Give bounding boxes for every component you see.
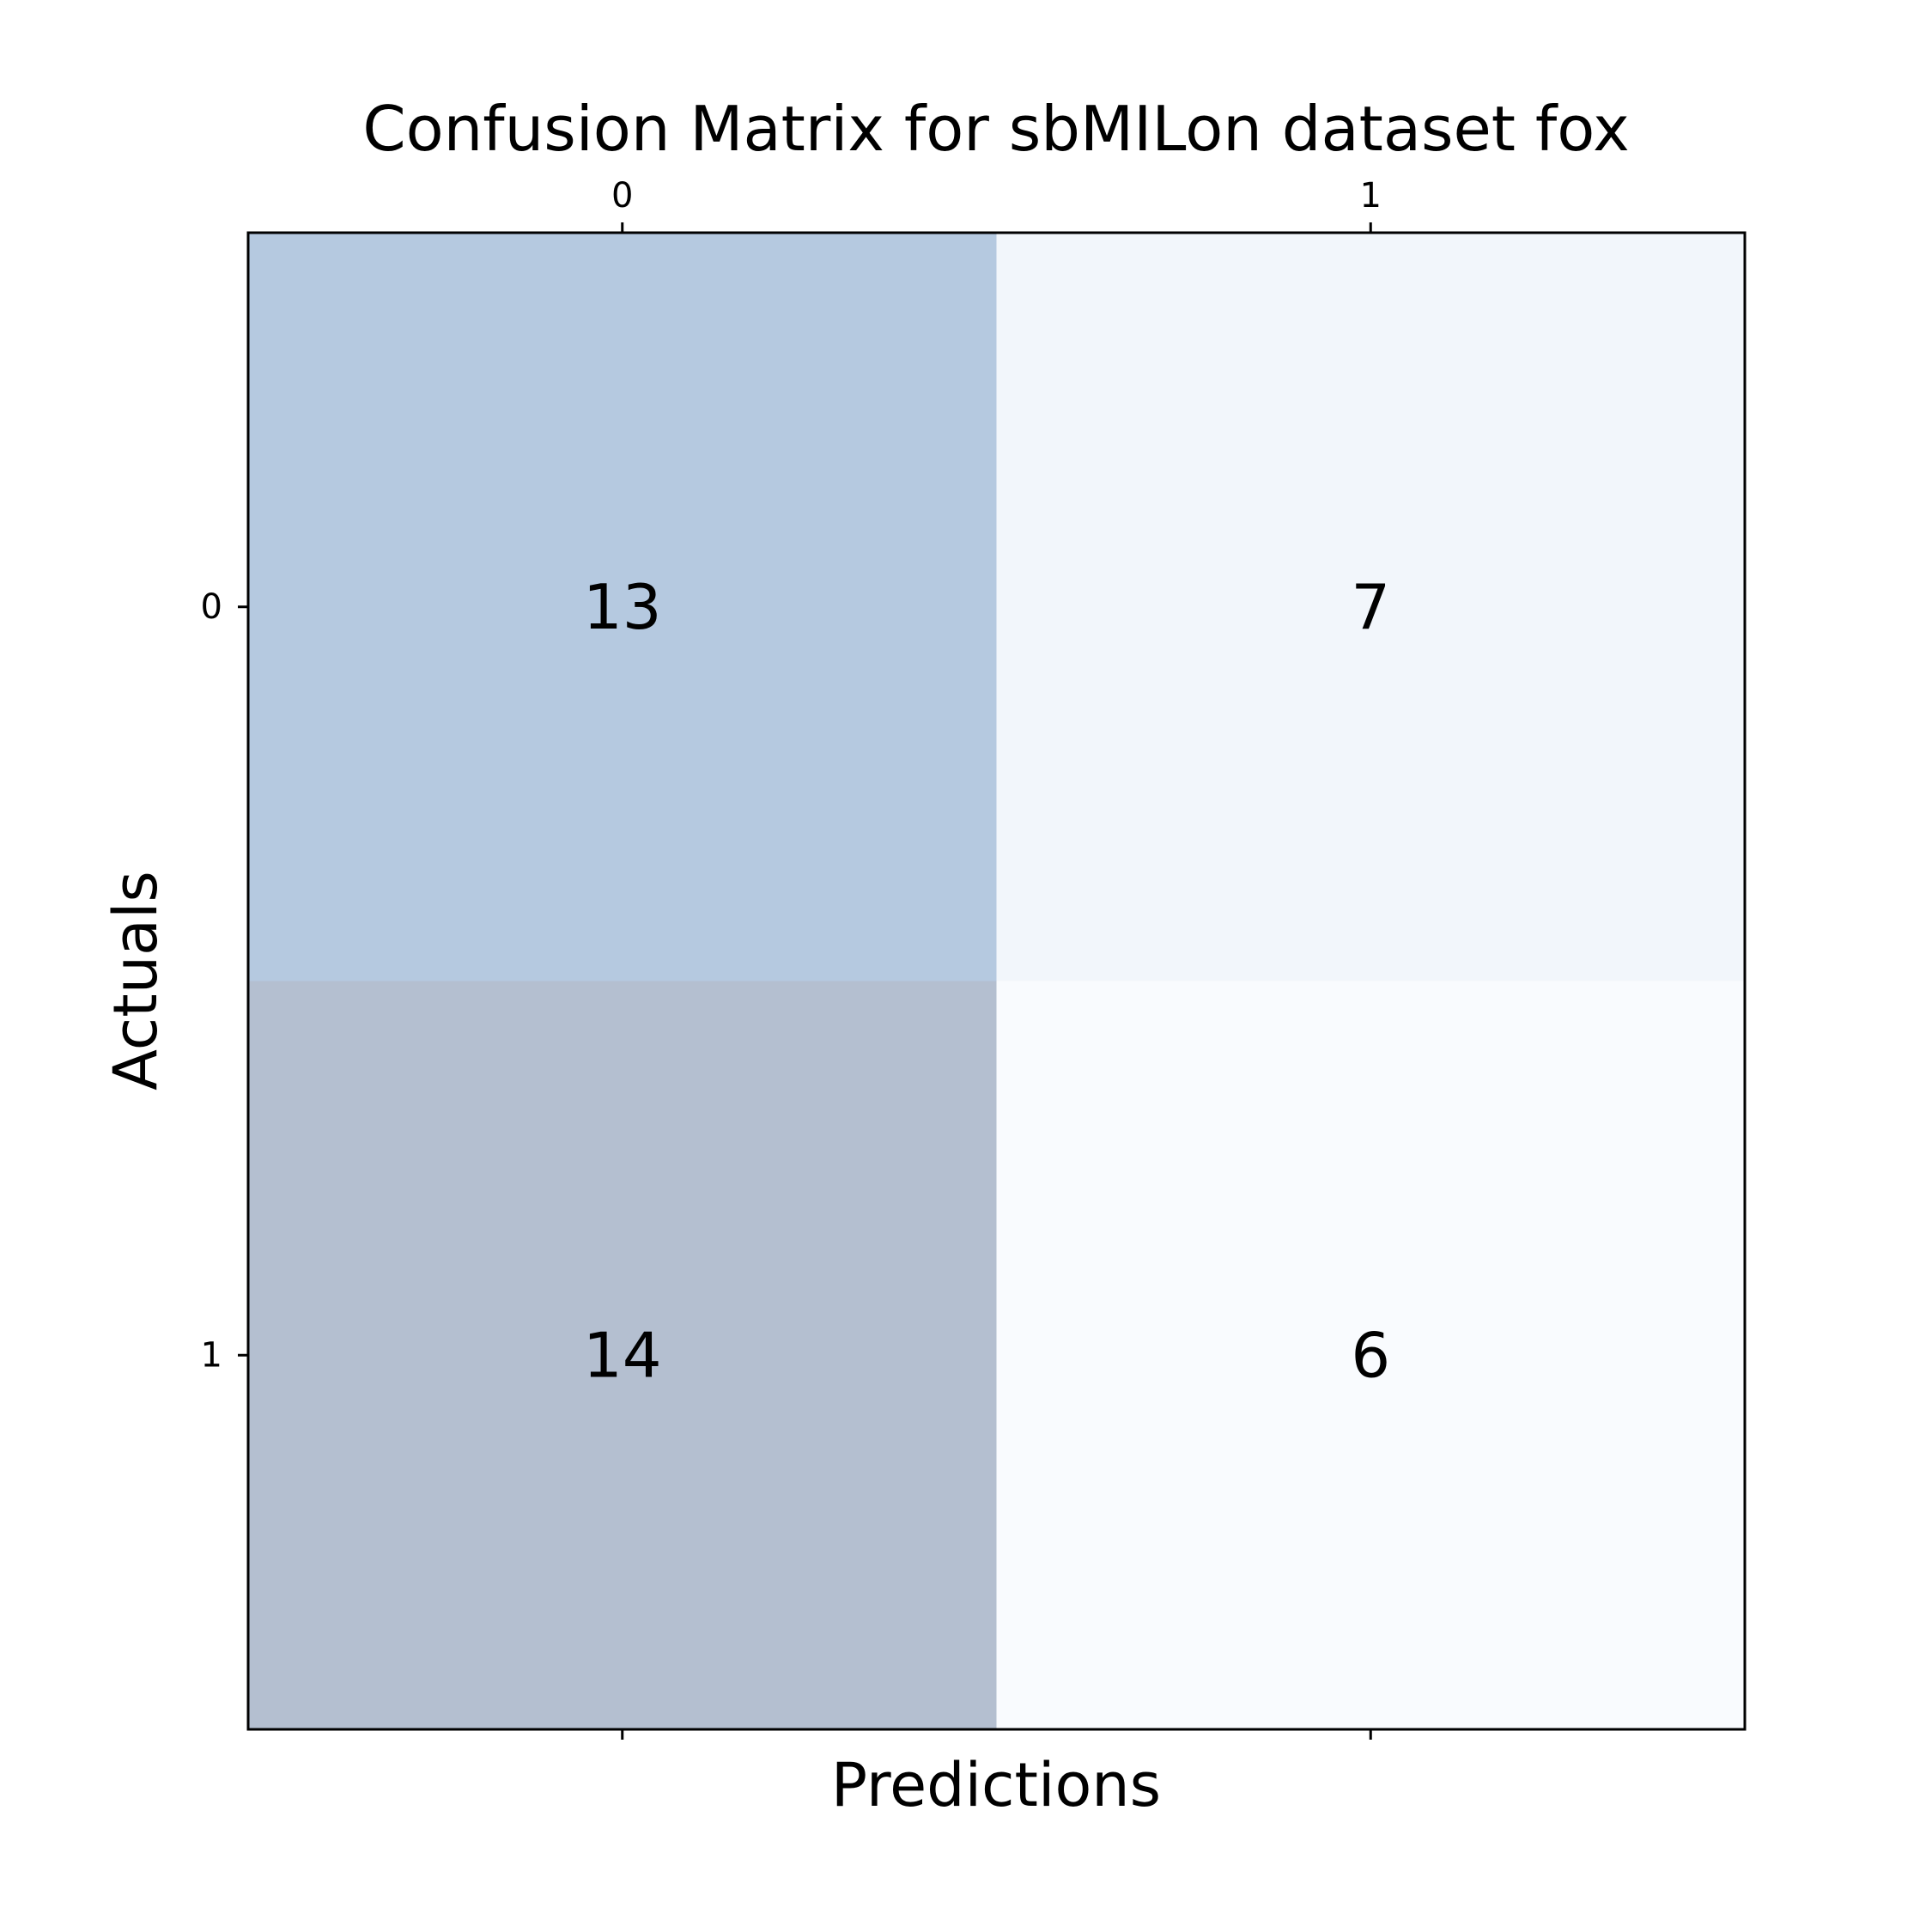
cell-value-0-0: 13 (583, 571, 662, 643)
y-axis-label: Actuals (100, 871, 171, 1091)
x-tick-label-0: 0 (611, 176, 633, 216)
matrix-cell-1-0 (248, 981, 997, 1729)
y-tick-label-1: 1 (201, 1335, 222, 1375)
x-tick-label-1: 1 (1360, 176, 1382, 216)
y-tick-label-0: 0 (201, 587, 222, 627)
chart-title: Confusion Matrix for sbMILon dataset fox (362, 93, 1629, 165)
plot-frame (246, 231, 1747, 1731)
matrix-cell-0-1 (996, 233, 1745, 981)
y-axis-ticks: 01 (201, 587, 248, 1375)
x-axis-label: Predictions (831, 1750, 1161, 1820)
matrix-cell-labels: 13 7 14 6 (583, 571, 1390, 1392)
cell-value-1-1: 6 (1351, 1319, 1390, 1391)
cell-value-0-1: 7 (1351, 571, 1390, 643)
matrix-cells (248, 233, 1745, 1729)
matrix-cell-0-0 (248, 233, 997, 981)
matrix-cell-1-1 (996, 981, 1745, 1729)
cell-value-1-0: 14 (583, 1319, 662, 1391)
